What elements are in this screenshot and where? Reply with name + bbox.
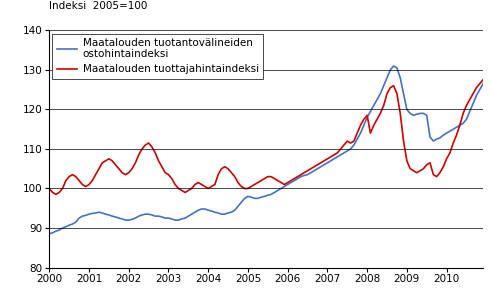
- Maatalouden tuottajahintaindeksi: [397, 112, 403, 115]
- Maatalouden tuotantovälineiden
ostohintaindeksi: [397, 76, 403, 80]
- Maatalouden tuotantovälineiden
ostohintaindeksi: [480, 82, 486, 85]
- Maatalouden tuottajahintaindeksi: [182, 191, 188, 194]
- Line: Maatalouden tuottajahintaindeksi: Maatalouden tuottajahintaindeksi: [49, 80, 483, 195]
- Line: Maatalouden tuotantovälineiden
ostohintaindeksi: Maatalouden tuotantovälineiden ostohinta…: [49, 66, 483, 234]
- Maatalouden tuottajahintaindeksi: [103, 159, 108, 163]
- Maatalouden tuotantovälineiden
ostohintaindeksi: [99, 211, 105, 215]
- Maatalouden tuotantovälineiden
ostohintaindeksi: [179, 217, 185, 221]
- Maatalouden tuotantovälineiden
ostohintaindeksi: [401, 92, 407, 95]
- Maatalouden tuottajahintaindeksi: [480, 78, 486, 81]
- Maatalouden tuotantovälineiden
ostohintaindeksi: [390, 64, 396, 68]
- Maatalouden tuottajahintaindeksi: [53, 193, 59, 196]
- Maatalouden tuotantovälineiden
ostohintaindeksi: [46, 232, 52, 236]
- Maatalouden tuottajahintaindeksi: [86, 183, 92, 186]
- Maatalouden tuotantovälineiden
ostohintaindeksi: [83, 213, 89, 217]
- Text: Indeksi  2005=100: Indeksi 2005=100: [49, 2, 148, 12]
- Legend: Maatalouden tuotantovälineiden
ostohintaindeksi, Maatalouden tuottajahintaindeks: Maatalouden tuotantovälineiden ostohinta…: [52, 33, 263, 79]
- Maatalouden tuottajahintaindeksi: [46, 187, 52, 190]
- Maatalouden tuotantovälineiden
ostohintaindeksi: [192, 210, 198, 214]
- Maatalouden tuottajahintaindeksi: [401, 139, 407, 143]
- Maatalouden tuottajahintaindeksi: [195, 181, 201, 184]
